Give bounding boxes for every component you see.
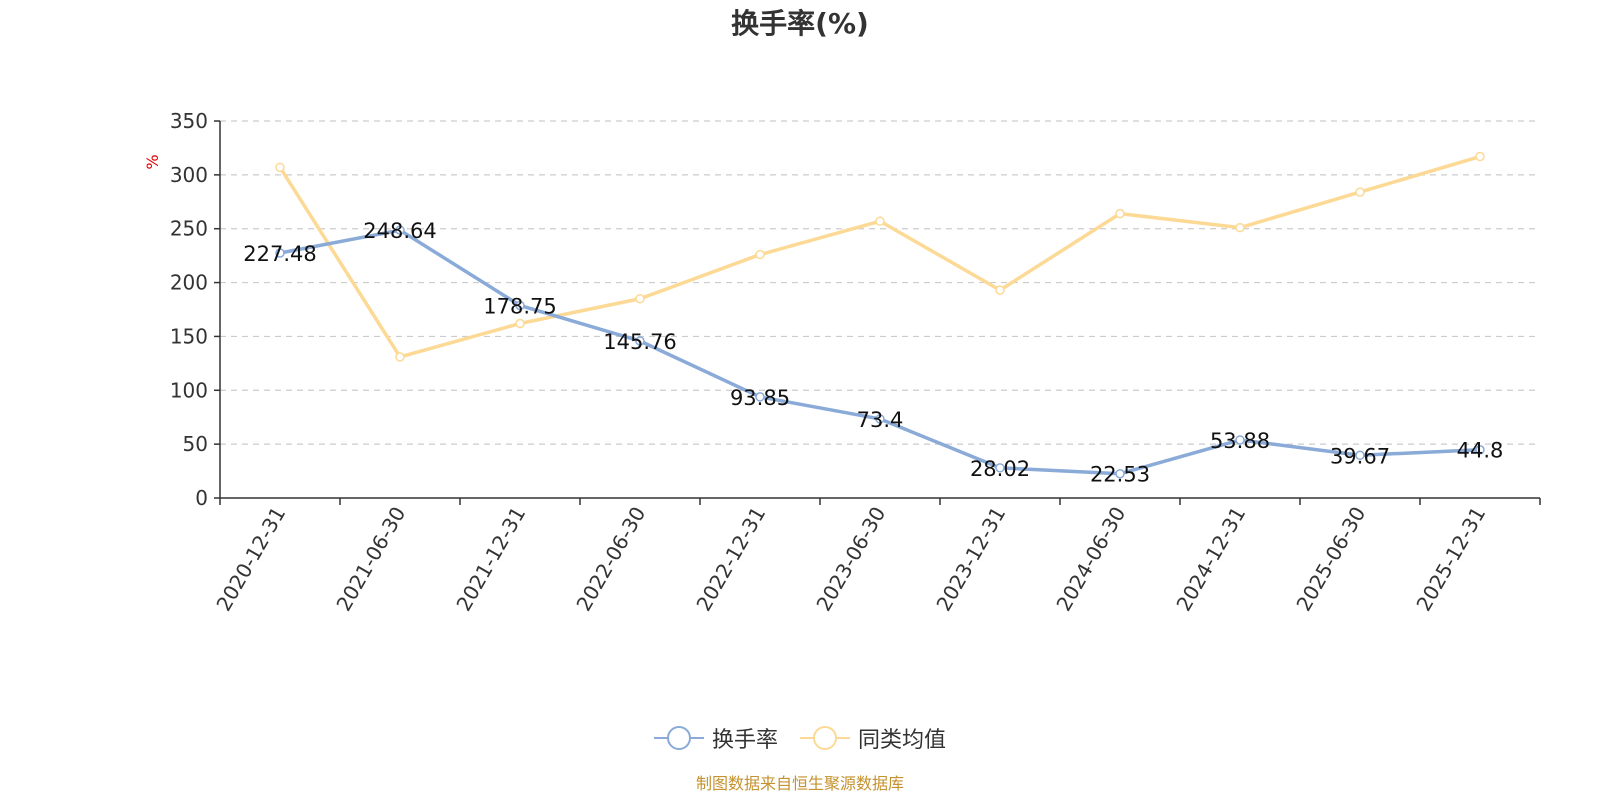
x-tick-label: 2023-06-30 [811,503,890,616]
data-point [1115,468,1125,479]
legend-item-peer-average[interactable]: 同类均值 [800,722,946,754]
data-point [1475,444,1485,455]
y-tick-label: 50 [183,432,208,456]
series-line [279,228,1481,476]
data-labels: 227.48 248.64 178.75 145.76 93.85 73.4 28.02 22… [243,219,1503,487]
data-point [635,293,645,304]
data-point [275,248,285,258]
legend: 换手率 同类均值 [0,720,1600,756]
x-tick-label: 2021-12-31 [451,503,530,616]
y-tick-label: 350 [170,109,208,133]
source-note: 制图数据来自恒生聚源数据库 [695,774,904,793]
x-tick-label: 2020-12-31 [211,503,290,616]
data-point [755,249,765,260]
data-point [635,336,645,346]
data-point [995,463,1005,473]
x-tick-label: 2021-06-30 [331,503,410,616]
y-tick-label: 150 [170,324,208,348]
data-point [1355,450,1365,461]
data-label: 53.88 [1210,429,1270,453]
y-tick-label: 300 [170,163,208,187]
y-tick-label: 100 [170,378,208,402]
data-point [1115,208,1125,219]
x-tick-label: 2023-12-31 [931,503,1010,616]
data-point [755,392,765,402]
series-line [278,154,1481,359]
data-label: 248.64 [363,219,436,243]
series-layer [275,151,1485,479]
data-point [995,285,1005,295]
x-tick-label: 2024-06-30 [1051,503,1130,616]
data-point [1235,222,1245,233]
data-point [395,225,405,235]
x-tick-label: 2022-12-31 [691,503,770,616]
data-point [515,318,525,329]
y-tick-label: 250 [170,217,208,241]
data-label: 73.4 [857,408,904,432]
data-point [395,352,405,362]
grid-lines [220,120,1540,445]
data-label: 22.53 [1090,463,1150,487]
data-point [875,216,885,226]
y-tick-label: 0 [195,486,208,510]
data-point [875,414,885,424]
data-point [1475,151,1485,162]
data-point [1235,435,1245,445]
x-tick-label: 2022-06-30 [571,503,650,616]
chart-title: 换手率(%) [731,7,869,40]
data-label: 93.85 [730,386,790,410]
x-tick-label: 2025-12-31 [1411,503,1490,616]
data-point [515,300,525,311]
y-tick-label: 200 [170,271,208,295]
x-tick-label: 2024-12-31 [1171,503,1250,616]
axes: 0 50 100 150 200 250 300 350 2020-12-31 2021-06-3… [170,109,1541,616]
data-label: 39.67 [1330,444,1390,468]
legend-line-circle-icon [653,726,704,750]
data-point [1355,187,1365,197]
data-label: 145.76 [603,330,676,354]
legend-line-circle-icon [800,726,850,750]
legend-label: 同类均值 [858,728,947,753]
data-label: 28.02 [970,457,1030,481]
x-tick-label: 2025-06-30 [1291,503,1370,616]
legend-label: 换手率 [711,728,778,753]
data-label: 178.75 [483,294,556,318]
data-label: 227.48 [243,242,316,266]
data-label: 44.8 [1457,439,1504,463]
y-axis-unit-label: % [143,154,162,169]
legend-item-turnover[interactable]: 换手率 [653,722,778,754]
data-point [275,162,285,173]
